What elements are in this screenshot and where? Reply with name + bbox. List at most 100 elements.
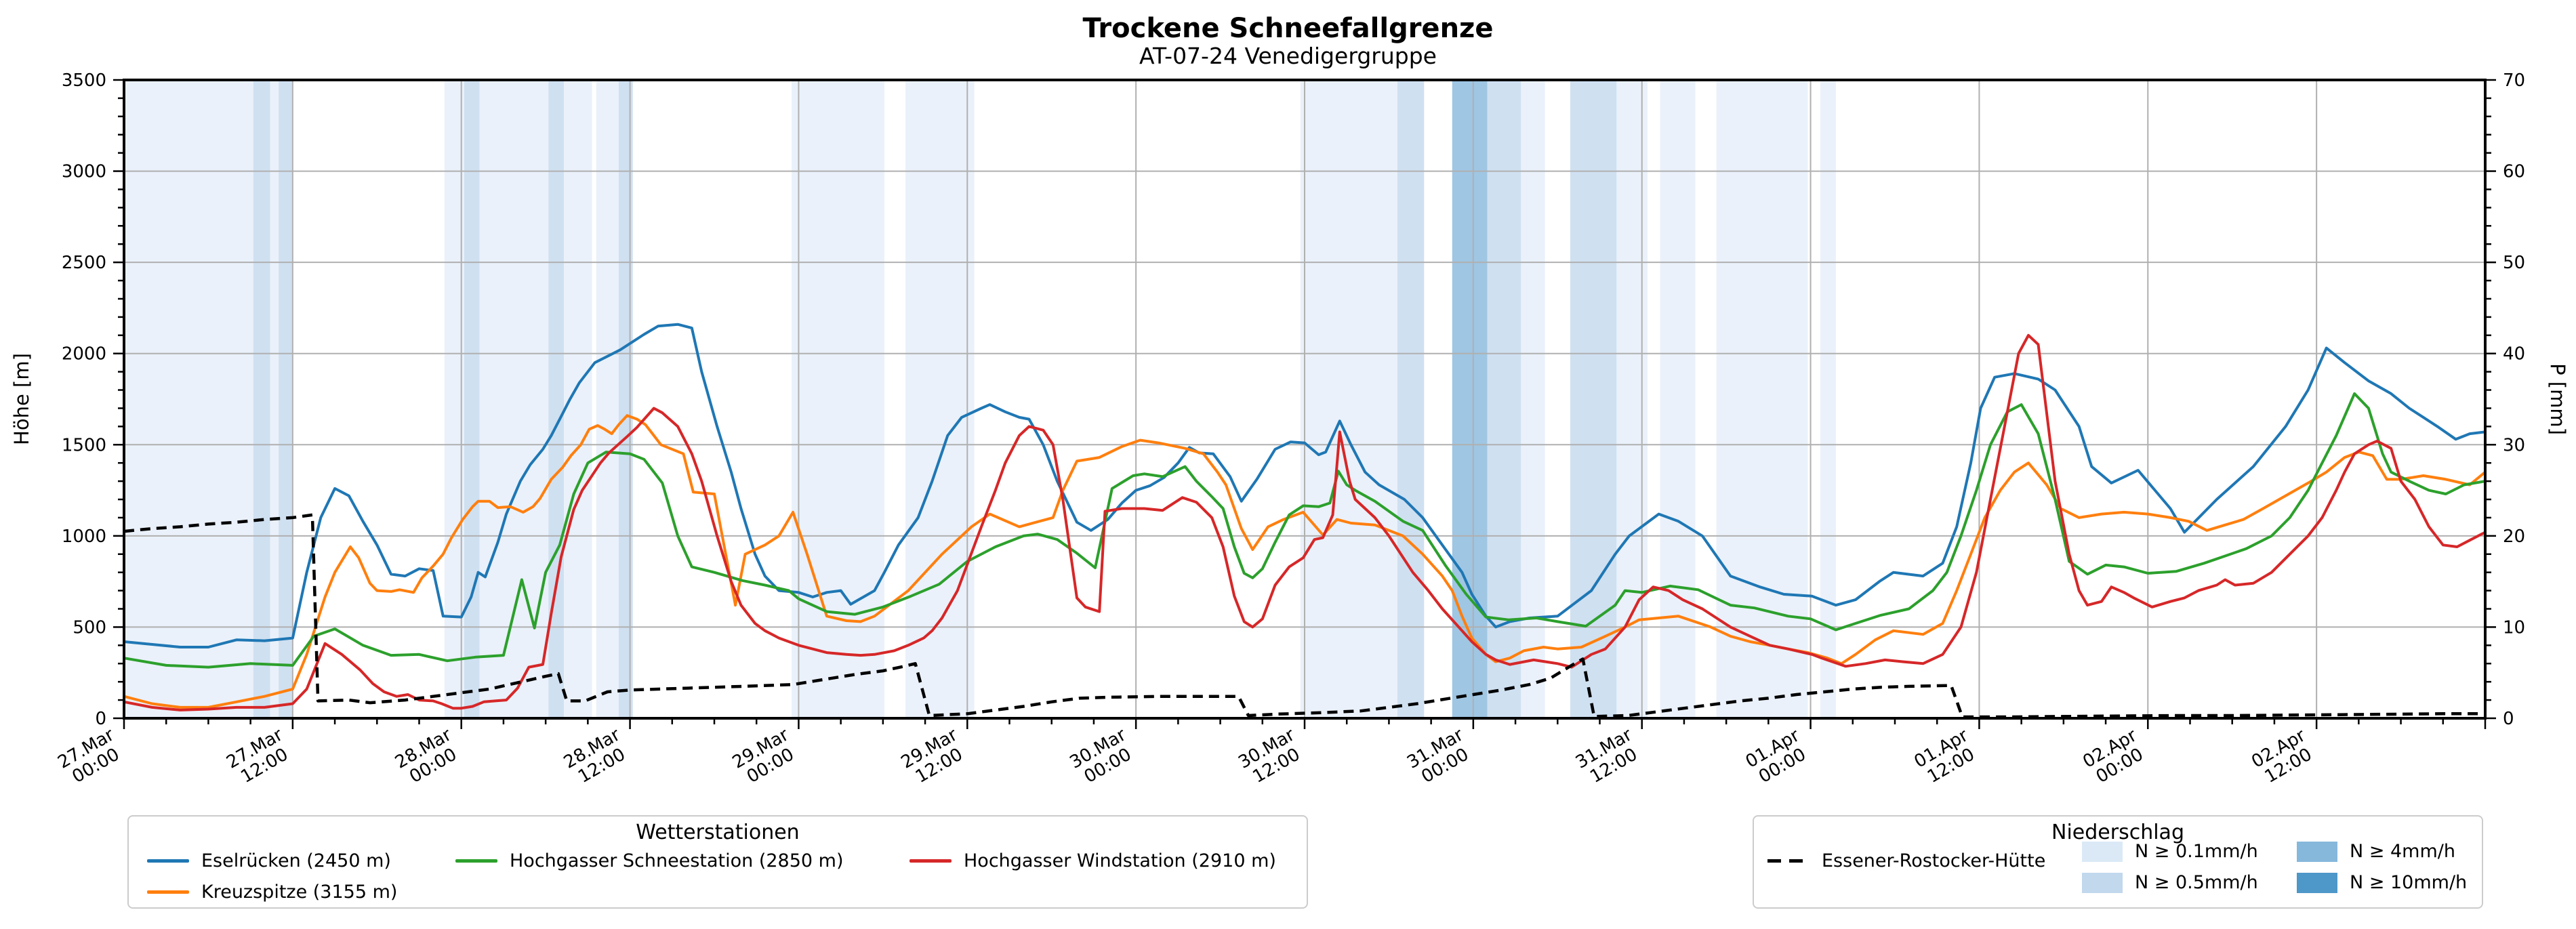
page-title: Trockene Schneefallgrenze [1082,13,1494,44]
precip-patch-0.5 [2082,872,2123,893]
y-right-tick-label: 50 [2503,253,2525,273]
line-swatch-orange [147,890,189,894]
legend-stations: Wetterstationen Eselrücken (2450 m) Kreu… [127,815,1308,909]
legend-label: Essener-Rostocker-Hütte [1822,850,2046,871]
y-right-tick-label: 0 [2503,709,2514,729]
page-subtitle: AT-07-24 Venedigergruppe [1139,43,1437,69]
legend-item-eselruecken: Eselrücken (2450 m) [147,850,391,871]
y-left-tick-label: 2500 [62,253,106,273]
precip-band [253,80,270,718]
y-left-tick-label: 1500 [62,435,106,455]
precip-band [124,80,253,718]
series-line [123,392,2486,669]
legend-item-huette: Essener-Rostocker-Hütte [1767,850,2045,871]
grid [124,80,2485,718]
series-kreuzspitze-3155-m- [123,414,2487,709]
precip-band [792,80,884,718]
precip-band [1487,80,1521,718]
series-eselr-cken-2450-m- [123,323,2486,648]
precip-band [1716,80,1808,718]
legend-label: Hochgasser Schneestation (2850 m) [510,850,844,871]
x-tick-label: 27.Mar12:00 [223,724,296,789]
legend-label: N ≥ 0.1mm/h [2135,841,2258,862]
precip-bands [124,80,1836,718]
y-left-tick-label: 2000 [62,344,106,365]
x-tick-label: 01.Apr00:00 [1742,725,1814,789]
series-hochgasser-windstation-2910-m- [123,333,2486,711]
y-left-tick-label: 3000 [62,162,106,182]
series-line [123,513,2485,719]
series-line [123,414,2487,709]
precip-patch-4 [2297,841,2337,862]
legend-item-n01: N ≥ 0.1mm/h [2082,841,2258,862]
legend-precip: Niederschlag Essener-Rostocker-Hütte N ≥… [1753,815,2483,909]
legend-label: N ≥ 4mm/h [2350,841,2455,862]
precip-band [564,80,592,718]
legend-label: Kreuzspitze (3155 m) [201,882,398,903]
x-tick-label: 28.Mar12:00 [560,724,634,789]
legend-item-n4: N ≥ 4mm/h [2297,841,2455,862]
y-right-tick-label: 20 [2503,527,2525,547]
x-tick-label: 31.Mar12:00 [1572,724,1645,789]
precip-band [905,80,975,718]
x-tick-label: 28.Mar00:00 [392,724,465,789]
legend-item-n05: N ≥ 0.5mm/h [2082,872,2258,893]
series-line [123,323,2486,648]
x-tick-label: 29.Mar00:00 [729,724,802,789]
y-right-axis-label: P [mm] [2546,363,2569,435]
legend-precip-title: Niederschlag [2051,821,2184,844]
legend-label: Hochgasser Windstation (2910 m) [964,850,1276,871]
precip-band [464,80,480,718]
x-tick-label: 30.Mar00:00 [1066,724,1139,789]
precip-band [1570,80,1617,718]
series-line [123,333,2486,711]
precip-band [1397,80,1425,718]
y-right-tick-label: 70 [2503,70,2525,91]
line-swatch-green [455,859,497,863]
x-tick-label: 30.Mar12:00 [1235,724,1308,789]
y-right-tick-label: 40 [2503,344,2525,365]
precip-band [479,80,549,718]
legend-label: N ≥ 0.5mm/h [2135,872,2258,893]
precip-band [1521,80,1545,718]
y-right-tick-label: 10 [2503,617,2525,638]
legend-stations-title: Wetterstationen [636,821,800,844]
precip-patch-10 [2297,872,2337,893]
y-left-tick-label: 1000 [62,527,106,547]
y-right-tick-label: 30 [2503,435,2525,455]
precip-band [1300,80,1397,718]
x-tick-label: 02.Apr00:00 [2079,725,2150,789]
x-tick-label: 27.Mar00:00 [54,724,127,789]
y-left-tick-label: 500 [73,617,106,638]
legend-label: Eselrücken (2450 m) [201,850,391,871]
y-right-tick-label: 60 [2503,162,2525,182]
precip-band [618,80,633,718]
y-left-axis-label: Höhe [m] [10,353,33,445]
series-hochgasser-schneestation-2850-m- [123,392,2486,669]
x-tick-label: 29.Mar12:00 [898,724,971,789]
precip-band [270,80,279,718]
legend-label: N ≥ 10mm/h [2350,872,2468,893]
legend-item-schneestation: Hochgasser Schneestation (2850 m) [455,850,844,871]
legend-item-windstation: Hochgasser Windstation (2910 m) [909,850,1276,871]
precip-patch-0.1 [2082,841,2123,862]
x-tick-label: 31.Mar00:00 [1404,724,1477,789]
legend-item-kreuzspitze: Kreuzspitze (3155 m) [147,882,397,903]
dashed-line-swatch [1767,859,1810,863]
x-tick-label: 02.Apr12:00 [2248,725,2319,789]
line-swatch-red [909,859,952,863]
precip-band [1452,80,1488,718]
series-essener-rostocker-h-tte [123,513,2485,719]
line-swatch-blue [147,859,189,863]
precip-band [1660,80,1696,718]
y-left-tick-label: 0 [95,709,106,729]
legend-item-n10: N ≥ 10mm/h [2297,872,2467,893]
precip-band [279,80,293,718]
y-left-tick-label: 3500 [62,70,106,91]
precip-band [1820,80,1836,718]
x-tick-label: 01.Apr12:00 [1911,725,1982,789]
precip-band [596,80,619,718]
axis-tick-labels: 27.Mar00:00 27.Mar12:00 28.Mar00:00 28.Mar1… [10,70,2569,789]
